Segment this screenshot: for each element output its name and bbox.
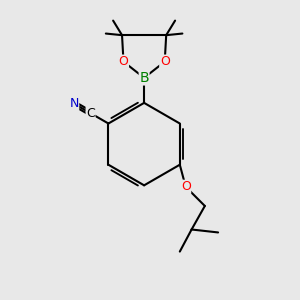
Text: B: B bbox=[139, 71, 149, 85]
Text: C: C bbox=[86, 107, 95, 120]
Text: O: O bbox=[181, 180, 190, 193]
Text: O: O bbox=[160, 55, 170, 68]
Text: N: N bbox=[69, 97, 79, 110]
Text: O: O bbox=[118, 55, 128, 68]
